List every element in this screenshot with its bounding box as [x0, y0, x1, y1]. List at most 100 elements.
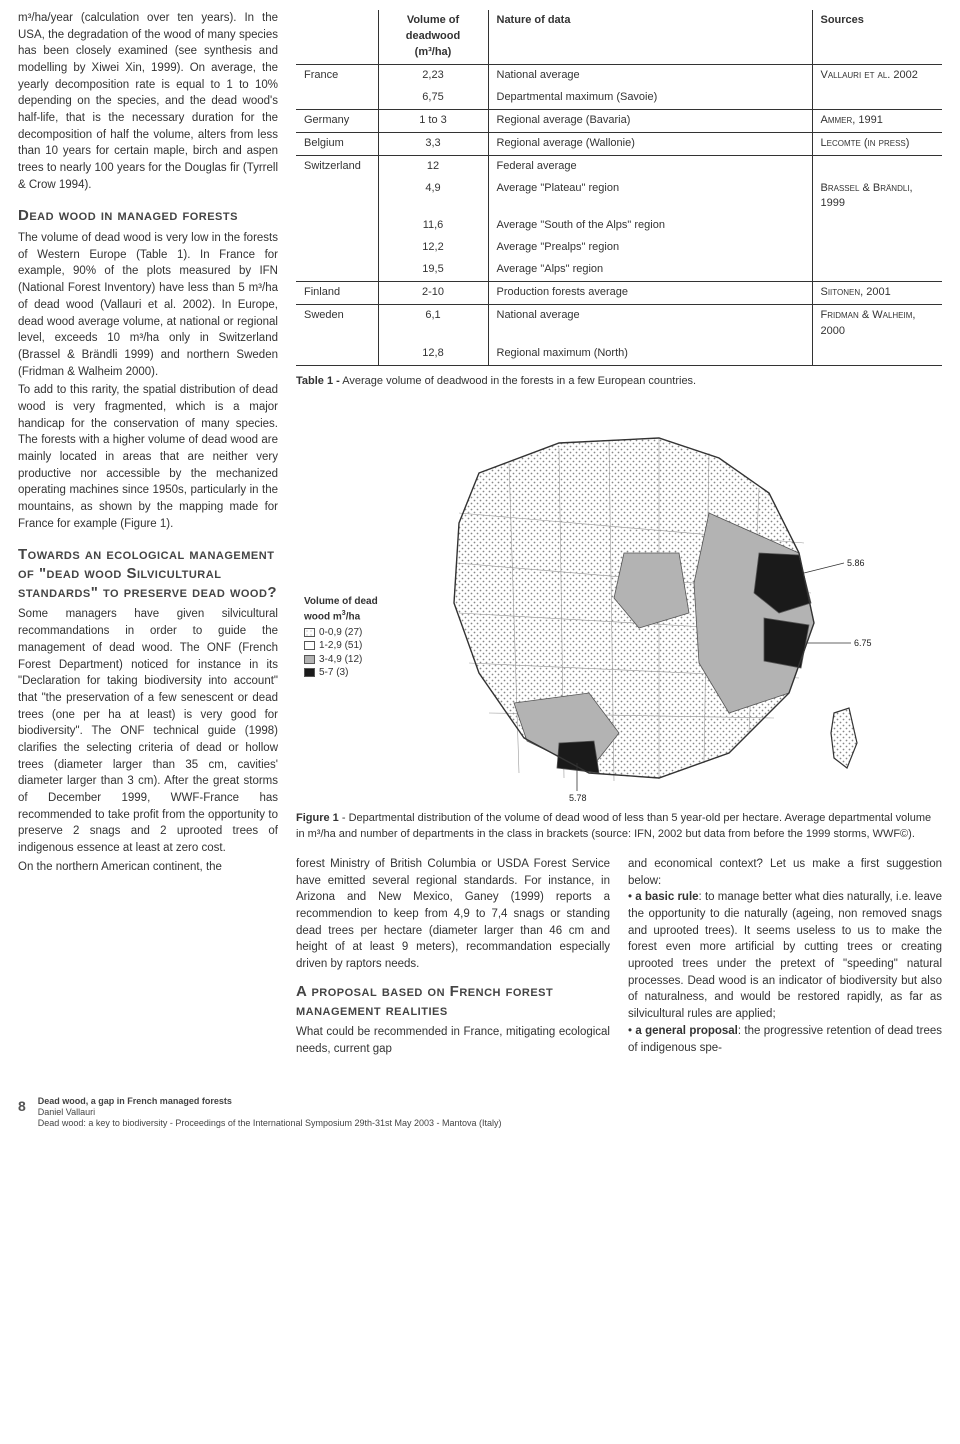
cell-volume: 6,1	[378, 305, 488, 343]
table-header-volume: Volume of deadwood (m³/ha)	[378, 10, 488, 64]
table-row: Belgium3,3Regional average (Wallonie)Lec…	[296, 132, 942, 155]
cell-country: Germany	[296, 109, 378, 132]
map-label-s: 5.78	[569, 793, 587, 803]
cell-volume: 11,6	[378, 215, 488, 237]
bullet-para: • a general proposal: the progressive re…	[628, 1023, 942, 1056]
body-para: and economical context? Let us make a fi…	[628, 856, 942, 889]
cell-nature: Departmental maximum (Savoie)	[488, 87, 812, 109]
cell-source: Vallauri et al. 2002	[812, 64, 942, 86]
table-caption-text: Average volume of deadwood in the forest…	[342, 375, 696, 387]
cell-volume: 3,3	[378, 132, 488, 155]
cell-source: Lecomte (in press)	[812, 132, 942, 155]
bottom-col-2: and economical context? Let us make a fi…	[628, 856, 942, 1058]
cell-volume: 12,8	[378, 343, 488, 365]
figure-caption-label: Figure 1	[296, 812, 339, 824]
cell-source	[812, 155, 942, 177]
cell-nature: Regional average (Wallonie)	[488, 132, 812, 155]
map-label-e: 6.75	[854, 638, 872, 648]
table-row: 6,75Departmental maximum (Savoie)	[296, 87, 942, 109]
cell-country: Belgium	[296, 132, 378, 155]
france-map-svg: 5.86 6.75 5.78	[359, 403, 879, 803]
footer-text: Dead wood, a gap in French managed fores…	[38, 1096, 502, 1130]
cell-country	[296, 259, 378, 281]
legend-swatch	[304, 655, 315, 664]
legend-swatch	[304, 641, 315, 650]
cell-country	[296, 343, 378, 365]
figure-caption-text: - Departmental distribution of the volum…	[296, 812, 931, 839]
legend-title: Volume of deadwood m3/ha	[304, 595, 378, 623]
table-header-nature: Nature of data	[488, 10, 812, 64]
map-legend: Volume of deadwood m3/ha 0-0,9 (27)1-2,9…	[304, 595, 378, 679]
figure-caption: Figure 1 - Departmental distribution of …	[296, 811, 942, 842]
map-label-ne: 5.86	[847, 558, 865, 568]
cell-source: Ammer, 1991	[812, 109, 942, 132]
body-para: To add to this rarity, the spatial distr…	[18, 382, 278, 532]
cell-source	[812, 215, 942, 237]
cell-volume: 6,75	[378, 87, 488, 109]
table-row: Sweden6,1National averageFridman & Walhe…	[296, 305, 942, 343]
table-row: 12,8Regional maximum (North)	[296, 343, 942, 365]
cell-volume: 2-10	[378, 282, 488, 305]
body-para: On the northern American continent, the	[18, 859, 278, 876]
legend-item: 5-7 (3)	[304, 666, 378, 680]
cell-country: Switzerland	[296, 155, 378, 177]
section-heading-ecological-mgmt: Towards an ecological management of "dea…	[18, 546, 278, 602]
cell-volume: 12	[378, 155, 488, 177]
footer-author: Daniel Vallauri	[38, 1107, 95, 1117]
section-heading-proposal: A proposal based on French forest manage…	[296, 983, 610, 1021]
right-area: Volume of deadwood (m³/ha) Nature of dat…	[296, 10, 942, 1058]
cell-volume: 4,9	[378, 178, 488, 216]
table-caption: Table 1 - Average volume of deadwood in …	[296, 374, 942, 389]
table-row: 11,6Average "South of the Alps" region	[296, 215, 942, 237]
bottom-columns: forest Ministry of British Columbia or U…	[296, 856, 942, 1058]
cell-nature: Average "Alps" region	[488, 259, 812, 281]
cell-nature: Regional average (Bavaria)	[488, 109, 812, 132]
legend-swatch	[304, 628, 315, 637]
footer-line: Dead wood: a key to biodiversity - Proce…	[38, 1118, 502, 1128]
table-header-sources: Sources	[812, 10, 942, 64]
cell-source: Siitonen, 2001	[812, 282, 942, 305]
cell-source: Fridman & Walheim, 2000	[812, 305, 942, 343]
legend-label: 3-4,9 (12)	[319, 653, 362, 667]
cell-source	[812, 87, 942, 109]
legend-item: 3-4,9 (12)	[304, 653, 378, 667]
cell-country	[296, 178, 378, 216]
cell-volume: 1 to 3	[378, 109, 488, 132]
bottom-col-1: forest Ministry of British Columbia or U…	[296, 856, 610, 1058]
legend-label: 5-7 (3)	[319, 666, 348, 680]
left-column: m³/ha/year (calculation over ten years).…	[18, 10, 278, 1058]
cell-nature: Average "Prealps" region	[488, 237, 812, 259]
cell-source	[812, 343, 942, 365]
cell-source	[812, 237, 942, 259]
cell-country	[296, 215, 378, 237]
cell-country: Sweden	[296, 305, 378, 343]
bullet-label: a general proposal	[635, 1025, 738, 1037]
cell-volume: 2,23	[378, 64, 488, 86]
cell-source	[812, 259, 942, 281]
body-para: m³/ha/year (calculation over ten years).…	[18, 10, 278, 193]
cell-volume: 19,5	[378, 259, 488, 281]
cell-country	[296, 237, 378, 259]
legend-label: 0-0,9 (27)	[319, 626, 362, 640]
table-row: Finland2-10Production forests averageSii…	[296, 282, 942, 305]
cell-nature: Production forests average	[488, 282, 812, 305]
body-para: What could be recommended in France, mit…	[296, 1024, 610, 1057]
figure-france-map: Volume of deadwood m3/ha 0-0,9 (27)1-2,9…	[296, 403, 942, 803]
table-row: Germany1 to 3Regional average (Bavaria)A…	[296, 109, 942, 132]
page-footer: 8 Dead wood, a gap in French managed for…	[18, 1096, 942, 1130]
bullet-para: • a basic rule: to manage better what di…	[628, 889, 942, 1022]
cell-volume: 12,2	[378, 237, 488, 259]
page-layout: m³/ha/year (calculation over ten years).…	[18, 10, 942, 1058]
table-row: Switzerland12Federal average	[296, 155, 942, 177]
cell-source: Brassel & Brändli, 1999	[812, 178, 942, 216]
bullet-text: : to manage better what dies naturally, …	[628, 891, 942, 1020]
cell-country	[296, 87, 378, 109]
cell-nature: National average	[488, 64, 812, 86]
table-header-country	[296, 10, 378, 64]
cell-nature: Federal average	[488, 155, 812, 177]
cell-nature: Regional maximum (North)	[488, 343, 812, 365]
cell-nature: Average "Plateau" region	[488, 178, 812, 216]
table-row: France2,23National averageVallauri et al…	[296, 64, 942, 86]
table-row: 12,2Average "Prealps" region	[296, 237, 942, 259]
table-row: 19,5Average "Alps" region	[296, 259, 942, 281]
